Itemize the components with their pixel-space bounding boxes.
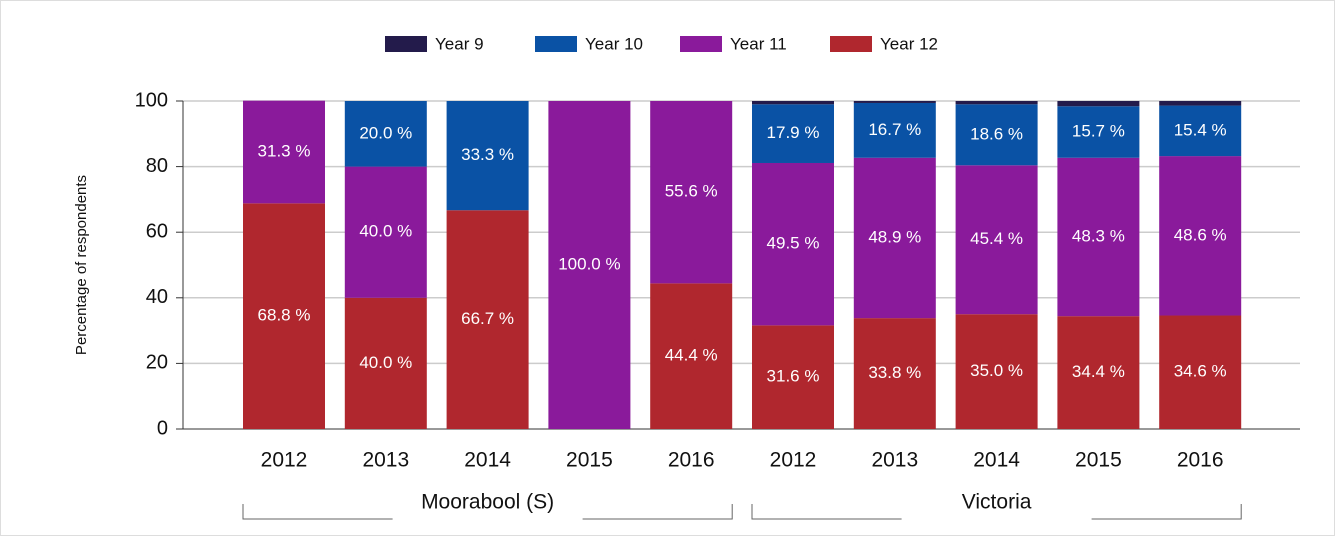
data-label: 35.0 % <box>970 361 1023 380</box>
data-label: 45.4 % <box>970 229 1023 248</box>
bar-segment <box>752 104 834 163</box>
legend-label: Year 10 <box>585 34 643 53</box>
data-label: 68.8 % <box>258 306 311 325</box>
bar-segment <box>752 162 834 326</box>
y-tick-label: 0 <box>157 417 168 439</box>
bar-segment <box>1057 157 1140 317</box>
x-tick-label: 2013 <box>871 449 918 472</box>
bar-segment <box>1057 316 1140 429</box>
data-label: 31.6 % <box>767 367 820 386</box>
x-tick-label: 2013 <box>362 449 409 472</box>
x-tick-label: 2012 <box>261 449 308 472</box>
data-label: 17.9 % <box>767 123 820 142</box>
bar-segment <box>752 325 834 429</box>
data-label: 16.7 % <box>868 120 921 139</box>
bar-segment <box>1057 106 1140 158</box>
x-tick-label: 2016 <box>1177 449 1224 472</box>
x-tick-label: 2015 <box>566 449 613 472</box>
data-label: 31.3 % <box>258 141 311 160</box>
bar-segment <box>344 101 427 167</box>
data-label: 15.7 % <box>1072 121 1125 140</box>
x-tick-label: 2016 <box>668 449 715 472</box>
bar-segment <box>446 210 529 429</box>
group-bracket <box>242 504 733 520</box>
legend-swatch <box>385 36 427 52</box>
bar-segment <box>853 157 936 319</box>
data-label: 40.0 % <box>359 222 412 241</box>
bar-segment <box>1159 315 1242 429</box>
data-label: 48.6 % <box>1174 225 1227 244</box>
data-label: 18.6 % <box>970 124 1023 143</box>
data-label: 20.0 % <box>359 123 412 142</box>
bar-segment <box>344 166 427 298</box>
legend-label: Year 9 <box>435 34 484 53</box>
bar-segment <box>955 101 1038 105</box>
data-label: 100.0 % <box>558 254 620 273</box>
bar-segment <box>1057 101 1140 107</box>
bar-segment <box>1159 156 1242 316</box>
bar-segment <box>853 101 936 103</box>
data-label: 33.3 % <box>461 145 514 164</box>
bar-segment <box>650 283 733 429</box>
x-tick-label: 2015 <box>1075 449 1122 472</box>
bar-segment <box>243 203 325 429</box>
data-label: 49.5 % <box>767 234 820 253</box>
bar-segment <box>243 100 325 204</box>
bar-segment <box>446 101 529 211</box>
y-tick-label: 40 <box>146 286 168 308</box>
legend-label: Year 11 <box>730 34 787 53</box>
bar-segment <box>548 101 631 429</box>
data-label: 66.7 % <box>461 309 514 328</box>
x-tick-label: 2014 <box>973 449 1020 472</box>
legend-label: Year 12 <box>880 34 938 53</box>
group-label: Moorabool (S) <box>421 491 554 514</box>
bar-segment <box>1159 105 1242 157</box>
group-bracket <box>751 504 1242 520</box>
y-axis-label: Percentage of respondents <box>73 175 90 355</box>
data-label: 55.6 % <box>665 182 718 201</box>
data-label: 44.4 % <box>665 346 718 365</box>
data-label: 34.4 % <box>1072 362 1125 381</box>
bar-segment <box>1159 101 1242 106</box>
legend-swatch <box>680 36 722 52</box>
bar-segment <box>853 102 936 158</box>
data-label: 48.9 % <box>868 227 921 246</box>
y-tick-label: 80 <box>146 155 168 177</box>
legend-swatch <box>830 36 872 52</box>
x-tick-label: 2014 <box>464 449 511 472</box>
y-tick-label: 20 <box>146 352 168 374</box>
data-label: 34.6 % <box>1174 362 1227 381</box>
data-label: 33.8 % <box>868 363 921 382</box>
data-label: 40.0 % <box>359 353 412 372</box>
y-tick-label: 60 <box>146 220 168 242</box>
y-tick-label: 100 <box>135 89 168 111</box>
legend-swatch <box>535 36 577 52</box>
data-label: 15.4 % <box>1174 120 1227 139</box>
bar-segment <box>955 165 1038 315</box>
bar-segment <box>853 318 936 429</box>
data-label: 48.3 % <box>1072 226 1125 245</box>
bar-segment <box>955 104 1038 166</box>
bar-segment <box>955 314 1038 429</box>
bar-segment <box>344 297 427 429</box>
bar-segment <box>650 101 733 284</box>
x-tick-label: 2012 <box>770 449 817 472</box>
group-label: Victoria <box>962 491 1032 514</box>
bar-segment <box>752 101 834 105</box>
